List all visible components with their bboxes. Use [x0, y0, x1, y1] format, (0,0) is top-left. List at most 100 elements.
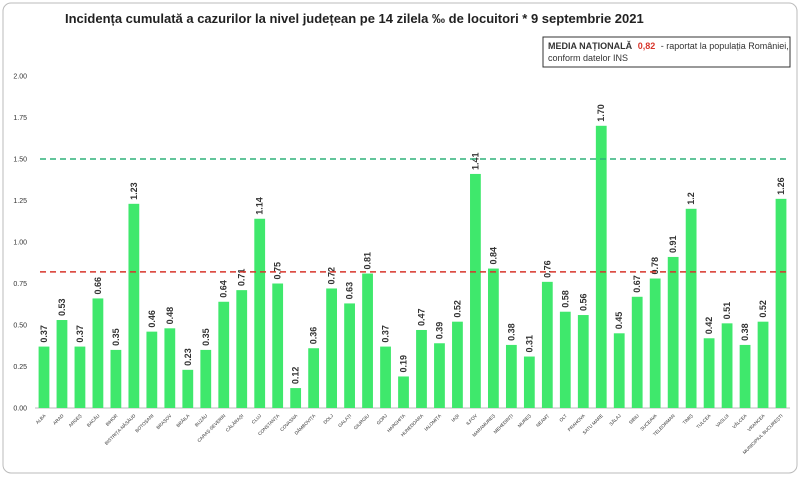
chart-title: Incidența cumulată a cazurilor la nivel … — [65, 11, 644, 26]
bar — [236, 290, 248, 408]
value-label: 0.37 — [75, 325, 85, 343]
value-label: 0.46 — [147, 310, 157, 328]
y-tick-label: 0.75 — [13, 281, 27, 288]
bar — [290, 388, 302, 408]
y-tick-label: 1.25 — [13, 198, 27, 205]
annotation: MEDIA NAȚIONALĂ 0,82 - raportat la popul… — [548, 41, 789, 51]
bar — [416, 329, 427, 408]
value-label: 0.91 — [668, 235, 678, 253]
bar — [613, 333, 625, 408]
value-label: 1.23 — [129, 182, 139, 200]
bar — [434, 343, 445, 408]
bar — [110, 349, 122, 408]
bar — [505, 344, 517, 408]
bar — [272, 283, 284, 408]
bar — [631, 296, 643, 408]
value-label: 0.42 — [704, 317, 714, 335]
value-label: 0.71 — [237, 269, 247, 287]
x-tick-label: CLUJ — [251, 413, 263, 425]
value-label: 1.2 — [686, 192, 696, 205]
value-label: 0.36 — [309, 327, 319, 345]
value-label: 1.70 — [596, 104, 606, 122]
value-label: 0.51 — [722, 302, 732, 320]
value-label: 0.37 — [39, 325, 49, 343]
bar — [38, 346, 50, 408]
bar — [757, 321, 769, 408]
annotation-text2: conform datelor INS — [548, 53, 628, 63]
bar — [326, 288, 337, 408]
value-label: 0.37 — [381, 325, 391, 343]
y-tick-label: 0.25 — [13, 364, 27, 371]
value-label: 1.41 — [470, 152, 480, 170]
y-tick-label: 1.50 — [13, 157, 27, 164]
value-label: 0.81 — [363, 252, 373, 270]
bar — [380, 346, 391, 408]
value-label: 0.35 — [201, 328, 211, 346]
bar — [703, 338, 715, 408]
bar — [56, 320, 68, 408]
bar — [344, 303, 355, 408]
value-label: 0.64 — [219, 280, 229, 298]
y-tick-label: 0.50 — [13, 323, 27, 330]
bar — [595, 125, 607, 409]
value-label: 0.38 — [740, 323, 750, 341]
x-tick-label: DOLJ — [322, 413, 334, 425]
bar — [577, 315, 589, 408]
value-label: 0.52 — [758, 300, 768, 318]
value-label: 0.52 — [452, 300, 462, 318]
annotation-value: 0,82 — [638, 41, 656, 51]
bar — [200, 349, 212, 408]
bar — [649, 278, 661, 408]
value-label: 0.47 — [416, 308, 426, 326]
bar — [721, 323, 733, 408]
bar — [488, 268, 499, 408]
bar — [541, 281, 553, 408]
annotation-box — [542, 36, 791, 68]
bar — [470, 173, 481, 408]
y-tick-label: 1.00 — [13, 240, 27, 247]
annotation-title: MEDIA NAȚIONALĂ — [548, 41, 633, 51]
value-label: 0.19 — [399, 355, 409, 373]
value-label: 0.66 — [93, 277, 103, 295]
y-tick-label: 2.00 — [13, 74, 27, 81]
bar — [128, 203, 140, 408]
value-label: 1.26 — [776, 177, 786, 195]
value-label: 0.45 — [614, 312, 624, 330]
bar — [739, 344, 751, 408]
bar — [182, 369, 194, 408]
bar — [254, 218, 266, 408]
y-tick-label: 1.75 — [13, 115, 27, 122]
value-label: 0.56 — [578, 294, 588, 312]
value-label: 0.84 — [488, 247, 498, 265]
value-label: 0.72 — [327, 267, 337, 285]
value-label: 0.48 — [165, 307, 175, 325]
bar — [74, 346, 86, 408]
value-label: 0.53 — [57, 298, 67, 316]
bar — [92, 298, 104, 408]
x-tick-label: IAȘI — [450, 413, 460, 423]
value-label: 0.78 — [650, 257, 660, 275]
value-label: 1.14 — [255, 197, 265, 215]
value-label: 0.58 — [560, 290, 570, 308]
bar — [452, 321, 463, 408]
value-label: 0.67 — [632, 275, 642, 293]
bar — [523, 356, 535, 408]
bar — [164, 328, 176, 408]
value-label: 0.12 — [291, 367, 301, 385]
y-tick-label: 0.00 — [13, 406, 27, 413]
bar — [308, 348, 320, 408]
bar — [362, 273, 373, 408]
x-tick-label: OLT — [558, 413, 568, 423]
value-label: 0.75 — [273, 262, 283, 280]
value-label: 0.35 — [111, 328, 121, 346]
bar — [685, 208, 697, 408]
bar — [775, 198, 787, 408]
value-label: 0.38 — [506, 323, 516, 341]
value-label: 0.23 — [183, 348, 193, 366]
bar — [146, 331, 158, 408]
bar — [218, 301, 230, 408]
bar — [398, 376, 409, 408]
annotation-text: - raportat la populația României, — [661, 41, 789, 51]
bar — [559, 311, 571, 408]
